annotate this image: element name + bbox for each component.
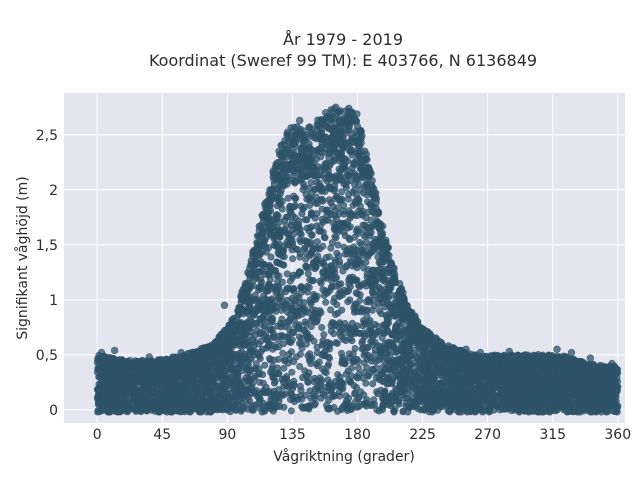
scatter-point — [318, 365, 326, 373]
scatter-point — [379, 377, 387, 385]
scatter-point — [354, 364, 362, 372]
scatter-point — [308, 231, 316, 239]
scatter-point — [332, 234, 340, 242]
scatter-point — [281, 357, 289, 365]
scatter-point — [330, 403, 338, 411]
scatter-point — [313, 238, 321, 246]
scatter-point — [301, 318, 309, 326]
scatter-point — [327, 306, 335, 314]
scatter-points — [93, 103, 622, 416]
scatter-point — [279, 349, 287, 357]
scatter-point — [312, 199, 320, 207]
scatter-point — [255, 286, 263, 294]
scatter-point — [319, 242, 327, 250]
scatter-point — [274, 322, 282, 330]
scatter-point — [363, 312, 371, 320]
scatter-point — [299, 304, 307, 312]
scatter-point — [321, 160, 329, 168]
scatter-point — [324, 376, 332, 384]
scatter-point — [290, 285, 298, 293]
scatter-point — [313, 245, 321, 253]
scatter-point — [338, 358, 346, 366]
scatter-point — [283, 270, 291, 278]
scatter-point — [346, 236, 354, 244]
scatter-point — [352, 383, 360, 391]
scatter-point — [330, 298, 338, 306]
scatter-point — [269, 407, 277, 415]
scatter-point — [280, 364, 288, 372]
chart-title-line-1: År 1979 - 2019 — [283, 30, 403, 49]
scatter-point — [351, 390, 359, 398]
scatter-point — [374, 390, 382, 398]
scatter-point — [267, 253, 275, 261]
scatter-point — [305, 369, 313, 377]
scatter-point — [369, 380, 377, 388]
scatter-point — [359, 207, 367, 215]
scatter-point — [306, 201, 314, 209]
scatter-point — [331, 310, 339, 318]
scatter-point — [381, 397, 389, 405]
scatter-point — [312, 392, 320, 400]
scatter-point — [356, 186, 364, 194]
scatter-point — [345, 190, 353, 198]
scatter-point — [265, 261, 273, 269]
scatter-point — [292, 353, 300, 361]
scatter-point — [395, 398, 403, 406]
scatter-point — [392, 348, 400, 356]
scatter-point — [324, 405, 332, 413]
scatter-point — [278, 315, 286, 323]
scatter-point — [287, 348, 295, 356]
chart-title-line-2: Koordinat (Sweref 99 TM): E 403766, N 61… — [149, 51, 537, 70]
scatter-point — [300, 298, 308, 306]
scatter-point — [332, 339, 340, 347]
scatter-point — [272, 267, 280, 275]
scatter-point — [343, 261, 351, 269]
scatter-point — [299, 205, 307, 213]
scatter-point — [322, 298, 330, 306]
scatter-point — [331, 269, 339, 277]
scatter-point — [356, 239, 364, 247]
scatter-point — [364, 318, 372, 326]
scatter-point — [307, 322, 315, 330]
scatter-point — [344, 287, 352, 295]
scatter-point — [283, 285, 291, 293]
scatter-point — [350, 186, 358, 194]
scatter-point — [318, 323, 326, 331]
scatter-point — [354, 290, 362, 298]
scatter-point — [280, 403, 288, 411]
scatter-point — [354, 195, 362, 203]
scatter-point — [304, 270, 312, 278]
scatter-point — [362, 238, 370, 246]
scatter-point — [317, 279, 325, 287]
scatter-point — [304, 352, 312, 360]
scatter-point — [284, 194, 292, 202]
scatter-point — [293, 324, 301, 332]
scatter-point — [311, 399, 319, 407]
scatter-point — [288, 368, 296, 376]
scatter-point — [325, 196, 333, 204]
scatter-point — [287, 407, 295, 415]
scatter-point — [355, 403, 363, 411]
scatter-point — [313, 343, 321, 351]
scatter-point — [305, 195, 313, 203]
scatter-point — [296, 362, 304, 370]
scatter-point — [259, 379, 267, 387]
scatter-point — [261, 361, 269, 369]
scatter-point — [365, 298, 373, 306]
scatter-point — [244, 393, 252, 401]
scatter-point — [320, 331, 328, 339]
scatter-point — [296, 382, 304, 390]
scatter-point — [367, 357, 375, 365]
scatter-point — [345, 245, 353, 253]
scatter-point — [348, 277, 356, 285]
scatter-point — [267, 368, 275, 376]
scatter-point — [370, 400, 378, 408]
